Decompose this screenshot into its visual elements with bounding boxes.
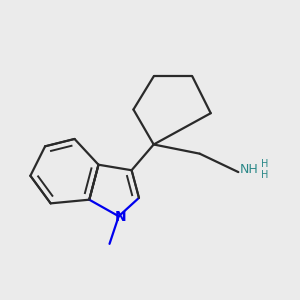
Text: H: H [261, 159, 268, 169]
Text: H: H [261, 170, 268, 180]
Text: N: N [115, 210, 126, 224]
Text: NH: NH [240, 163, 259, 176]
